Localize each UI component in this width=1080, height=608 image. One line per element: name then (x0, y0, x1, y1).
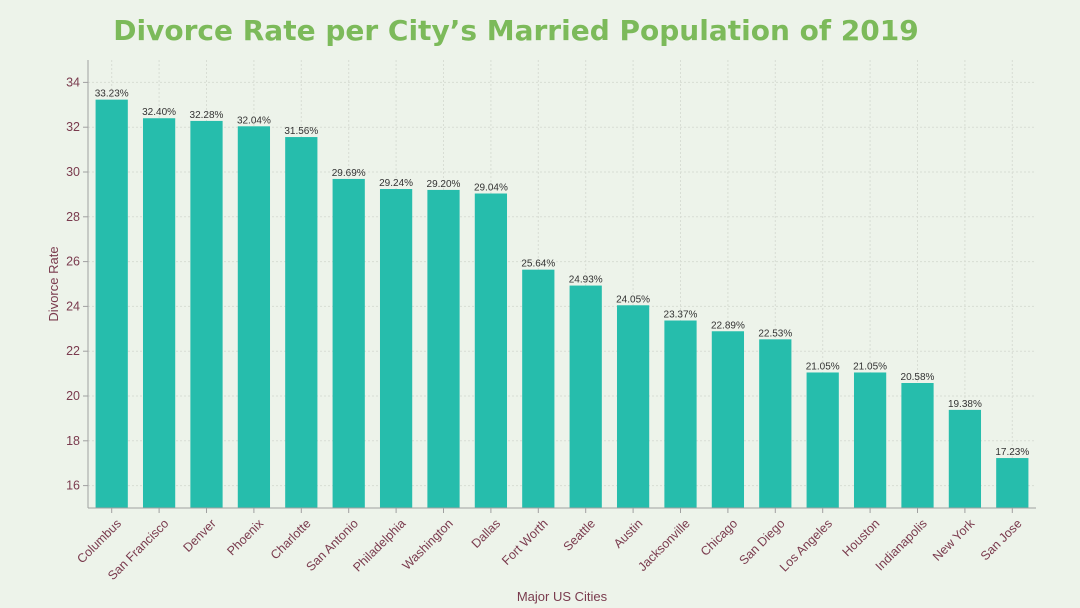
chart-title: Divorce Rate per City’s Married Populati… (113, 14, 918, 47)
data-label: 22.89% (711, 320, 745, 331)
data-label: 24.05% (616, 294, 650, 305)
y-axis-label: Divorce Rate (46, 246, 61, 321)
y-tick-label: 26 (66, 255, 80, 269)
data-label: 29.24% (379, 178, 413, 189)
x-tick-label: Indianapolis (873, 516, 930, 573)
data-label: 20.58% (901, 372, 935, 383)
bar (142, 118, 176, 509)
data-label: 29.04% (474, 183, 508, 194)
bar (522, 269, 555, 508)
data-labels: 33.23% 32.40% 32.28% 32.04% 31.56% 29.69% 29.2… (95, 89, 1030, 458)
grid-lines (88, 60, 1036, 508)
x-tick-label: San Jose (978, 516, 1025, 563)
bar (237, 126, 271, 508)
bar (569, 285, 602, 508)
data-label: 32.40% (142, 107, 176, 118)
bar (948, 409, 982, 508)
bar (427, 189, 460, 509)
y-tick-label: 32 (66, 120, 80, 134)
data-label: 19.38% (948, 399, 982, 410)
y-tick-label: 20 (66, 389, 80, 403)
x-tick-label: Austin (611, 516, 645, 550)
x-tick-label: Chicago (698, 516, 740, 558)
bar (711, 331, 745, 508)
x-axis-label: Major US Cities (517, 589, 608, 604)
y-tick-label: 24 (66, 299, 80, 313)
data-label: 29.69% (332, 168, 366, 179)
data-label: 24.93% (569, 275, 603, 286)
bars (95, 99, 1029, 509)
x-tick-label: San Diego (736, 516, 787, 567)
x-tick-label: Dallas (469, 516, 503, 550)
y-axis-ticks: 16 18 20 22 24 26 28 30 32 34 (66, 75, 88, 493)
x-tick-label: New York (930, 516, 978, 564)
x-tick-label: Phoenix (224, 516, 266, 558)
bar (806, 372, 839, 508)
bar (853, 372, 887, 508)
y-tick-label: 30 (66, 165, 80, 179)
bar (759, 339, 792, 508)
data-label: 23.37% (664, 310, 698, 321)
x-tick-label: Houston (840, 516, 883, 559)
bar (190, 120, 223, 508)
bar (285, 137, 318, 508)
data-label: 33.23% (95, 89, 129, 100)
bar (474, 193, 508, 508)
x-tick-label: Washington (400, 516, 456, 572)
x-tick-label: Denver (180, 516, 218, 554)
x-tick-label: Seattle (561, 516, 598, 553)
y-tick-label: 22 (66, 344, 80, 358)
y-tick-label: 34 (66, 75, 80, 89)
x-tick-label: Columbus (74, 516, 124, 566)
data-label: 21.05% (853, 361, 887, 372)
data-label: 32.04% (237, 115, 271, 126)
bar (95, 99, 128, 508)
y-tick-label: 28 (66, 210, 80, 224)
bar (332, 178, 365, 508)
data-label: 31.56% (284, 126, 318, 137)
x-tick-label: Fort Worth (499, 516, 551, 568)
data-label: 32.28% (190, 110, 224, 121)
data-label: 22.53% (758, 328, 792, 339)
data-label: 21.05% (806, 361, 840, 372)
data-label: 17.23% (995, 447, 1029, 458)
y-tick-label: 16 (66, 479, 80, 493)
bar (379, 189, 413, 509)
x-tick-label: Charlotte (268, 516, 314, 562)
bar (664, 320, 697, 508)
bar (616, 305, 650, 508)
y-tick-label: 18 (66, 434, 80, 448)
data-label: 29.20% (427, 179, 461, 190)
bar (996, 458, 1029, 508)
data-label: 25.64% (521, 259, 555, 270)
bar (901, 383, 934, 508)
